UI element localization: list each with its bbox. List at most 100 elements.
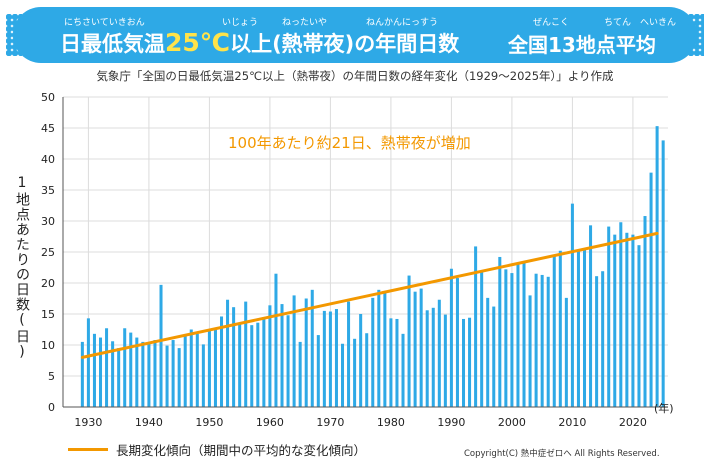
bar [516, 264, 520, 407]
bar [504, 269, 508, 407]
bar [165, 345, 169, 407]
bar [226, 299, 230, 407]
bar [298, 341, 302, 407]
x-tick-label: 1960 [256, 416, 284, 429]
furigana-text: ちてん [604, 18, 632, 28]
bar [262, 317, 266, 407]
bar [256, 322, 260, 407]
bar [98, 337, 103, 407]
bar [492, 306, 496, 407]
bar [280, 304, 284, 407]
y-tick-label: 20 [41, 277, 55, 290]
bar [353, 338, 357, 407]
bar [171, 340, 175, 407]
x-tick-label: 1970 [316, 416, 344, 429]
bar [316, 335, 320, 407]
bar [183, 335, 187, 407]
bar [334, 309, 338, 407]
bar [595, 276, 599, 407]
furigana-text: ねんかんにっすう [366, 18, 439, 28]
bar [474, 246, 478, 407]
bar [207, 330, 211, 407]
furigana-text: いじょう [222, 18, 259, 28]
furigana-text: ぜんこく [533, 18, 570, 28]
x-tick-label: 1990 [437, 416, 465, 429]
bar [589, 225, 593, 407]
y-tick-label: 10 [41, 339, 55, 352]
y-tick-label: 35 [41, 184, 55, 197]
x-tick-label: 2010 [558, 416, 586, 429]
y-tick-label: 45 [41, 122, 55, 135]
bar [111, 341, 115, 407]
copyright: Copyright(C) 熱中症ゼロへ All Rights Reserved. [464, 449, 660, 459]
y-tick-label: 25 [41, 246, 55, 259]
bar [607, 226, 611, 407]
bar [304, 298, 308, 407]
x-tick-label: 2020 [619, 416, 647, 429]
bar [480, 271, 484, 407]
bar [286, 315, 290, 407]
bar [159, 284, 163, 407]
bar [643, 216, 647, 407]
bar [510, 273, 514, 407]
bar [661, 140, 665, 407]
axes [62, 97, 668, 408]
bar [340, 343, 345, 407]
bar [522, 261, 526, 407]
bar [80, 341, 84, 407]
bar [365, 333, 369, 407]
trend-line-group [80, 231, 659, 359]
bar [582, 248, 587, 407]
furigana-text: へいきん [640, 18, 677, 28]
bar [189, 329, 193, 407]
bar [347, 301, 351, 407]
bar [528, 295, 532, 407]
bar [177, 348, 181, 407]
bar [123, 328, 127, 407]
bar [201, 344, 205, 407]
bar [129, 332, 133, 407]
bar [631, 234, 635, 407]
bar [552, 255, 556, 407]
title-post: 以上(熱帯夜)の年間日数 [230, 32, 460, 56]
x-tick-label: 1930 [74, 416, 102, 429]
bar [359, 314, 363, 407]
bar [540, 274, 544, 407]
bar [570, 203, 574, 407]
y-tick-label: 30 [41, 215, 55, 228]
x-tick-label: 1980 [377, 416, 405, 429]
bar [322, 310, 326, 407]
bar [232, 307, 236, 407]
bar [117, 348, 121, 407]
bar [407, 275, 411, 407]
trend-line [80, 231, 659, 359]
legend-trend-swatch [68, 448, 108, 451]
bar [153, 340, 157, 407]
legend-trend-label: 長期変化傾向（期間中の平均的な変化傾向） [116, 443, 367, 458]
bar [546, 276, 550, 407]
y-tick-label: 15 [41, 308, 55, 321]
bar [443, 314, 447, 407]
bar [195, 333, 199, 407]
bar [383, 291, 387, 407]
bar [86, 318, 90, 407]
bar [437, 299, 441, 407]
x-tick-label: 1940 [135, 416, 163, 429]
bar [328, 311, 332, 407]
bar [395, 318, 399, 407]
bar [655, 126, 659, 407]
bar [213, 327, 217, 407]
legend: 長期変化傾向（期間中の平均的な変化傾向） [68, 440, 366, 459]
y-tick-label: 5 [48, 370, 55, 383]
y-tick-label: 50 [41, 91, 55, 104]
furigana-text: ねったいや [282, 18, 328, 28]
bar [377, 289, 381, 407]
bar [147, 343, 151, 407]
bar [601, 271, 605, 407]
bar [564, 297, 568, 407]
bar [105, 328, 109, 407]
bar [292, 295, 296, 407]
chart-title: 日最低気温25℃以上(熱帯夜)の年間日数 [60, 28, 459, 58]
bar [558, 250, 562, 407]
